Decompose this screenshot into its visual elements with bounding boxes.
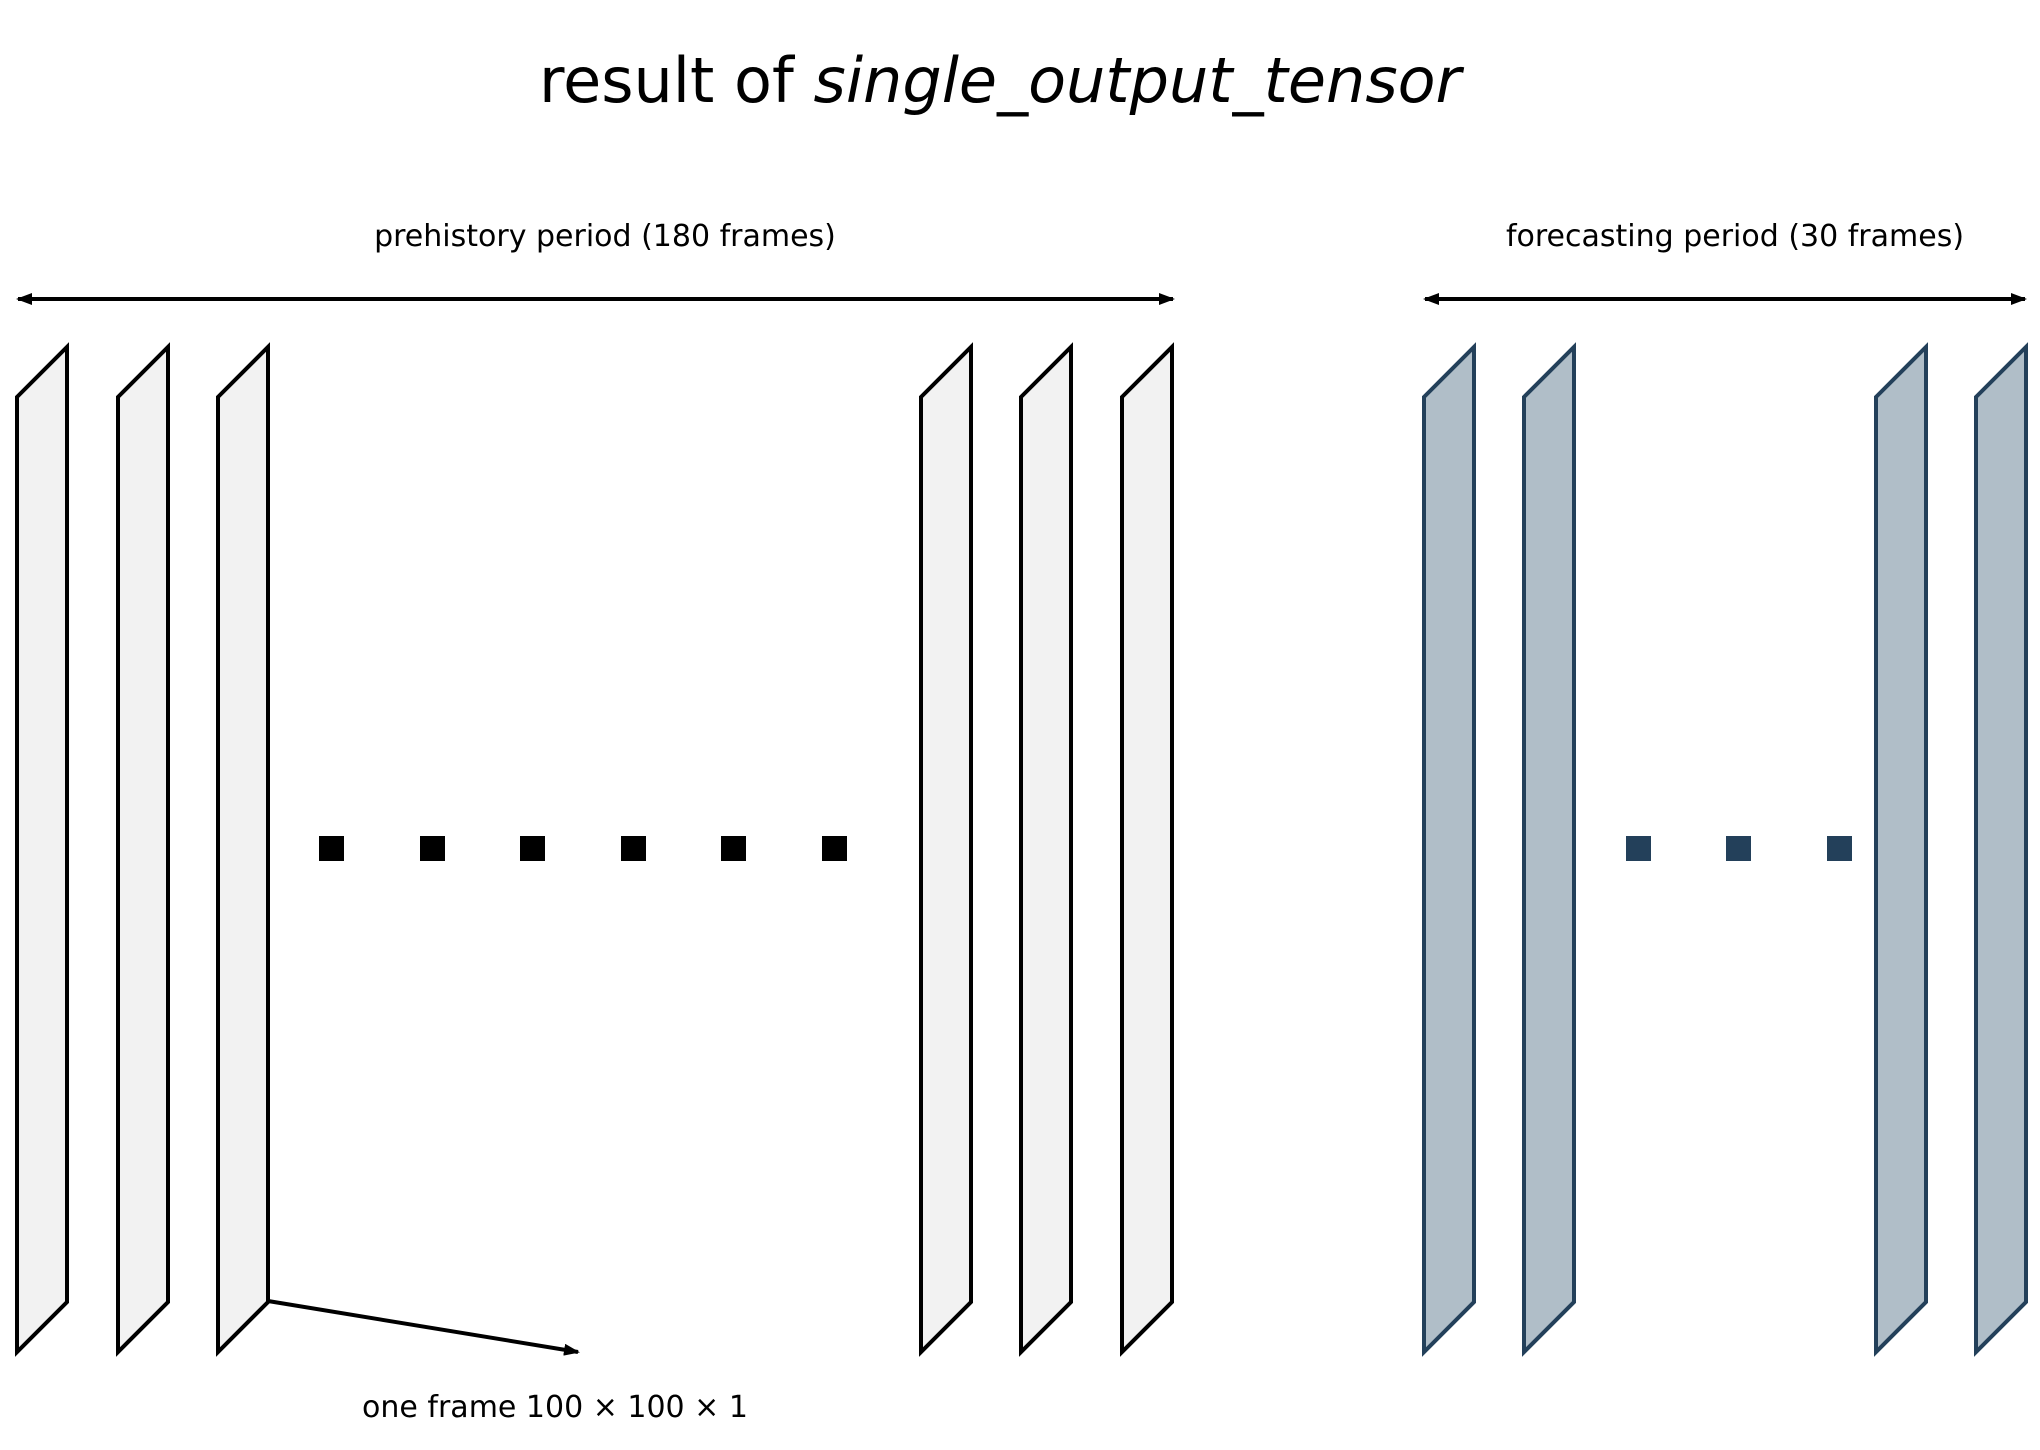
prehistory-frame-2 bbox=[116, 342, 170, 1357]
forecasting-ellipsis bbox=[1626, 836, 1852, 861]
frame-annotation-arrow bbox=[267, 1299, 580, 1356]
prehistory-ellipsis bbox=[319, 836, 847, 861]
prehistory-frame-6 bbox=[1120, 342, 1174, 1357]
frame-annotation-label: one frame 100 × 100 × 1 bbox=[362, 1390, 748, 1425]
prehistory-frames bbox=[15, 342, 1174, 1357]
prehistory-frame-1 bbox=[15, 342, 69, 1357]
title-emphasis: single_output_tensor bbox=[814, 44, 1465, 117]
title-prefix: result of bbox=[539, 44, 814, 117]
prehistory-ellipsis-dot-3 bbox=[520, 836, 545, 861]
prehistory-label: prehistory period (180 frames) bbox=[374, 219, 836, 254]
forecasting-frame-4 bbox=[1974, 342, 2028, 1357]
prehistory-ellipsis-dot-2 bbox=[420, 836, 445, 861]
forecasting-frames bbox=[1422, 342, 2028, 1357]
prehistory-ellipsis-dot-1 bbox=[319, 836, 344, 861]
forecasting-ellipsis-dot-2 bbox=[1726, 836, 1751, 861]
prehistory-ellipsis-dot-6 bbox=[822, 836, 847, 861]
forecasting-frame-1 bbox=[1422, 342, 1476, 1357]
forecasting-ellipsis-dot-1 bbox=[1626, 836, 1651, 861]
prehistory-frame-5 bbox=[1019, 342, 1073, 1357]
forecasting-frame-3 bbox=[1874, 342, 1928, 1357]
forecasting-frame-2 bbox=[1522, 342, 1576, 1357]
forecasting-label: forecasting period (30 frames) bbox=[1506, 219, 1964, 254]
prehistory-ellipsis-dot-4 bbox=[621, 836, 646, 861]
prehistory-frame-3 bbox=[216, 342, 270, 1357]
forecasting-ellipsis-dot-3 bbox=[1827, 836, 1852, 861]
diagram-title: result of single_output_tensor bbox=[539, 44, 1465, 117]
prehistory-frame-4 bbox=[919, 342, 973, 1357]
prehistory-ellipsis-dot-5 bbox=[721, 836, 746, 861]
